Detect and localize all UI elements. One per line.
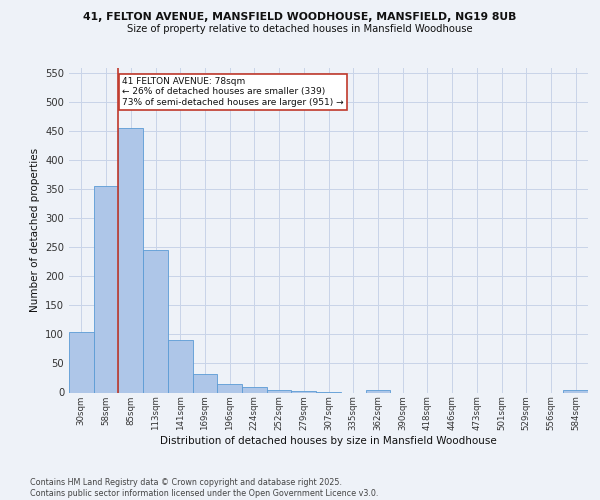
Bar [217,384,242,392]
Bar [193,374,217,392]
Text: Contains HM Land Registry data © Crown copyright and database right 2025.
Contai: Contains HM Land Registry data © Crown c… [30,478,379,498]
Bar [69,332,94,392]
X-axis label: Distribution of detached houses by size in Mansfield Woodhouse: Distribution of detached houses by size … [160,436,497,446]
Text: 41 FELTON AVENUE: 78sqm
← 26% of detached houses are smaller (339)
73% of semi-d: 41 FELTON AVENUE: 78sqm ← 26% of detache… [122,77,344,107]
Bar [267,390,292,392]
Text: 41, FELTON AVENUE, MANSFIELD WOODHOUSE, MANSFIELD, NG19 8UB: 41, FELTON AVENUE, MANSFIELD WOODHOUSE, … [83,12,517,22]
Bar [94,186,118,392]
Bar [143,250,168,392]
Bar [118,128,143,392]
Bar [365,390,390,392]
Bar [168,340,193,392]
Bar [563,390,588,392]
Y-axis label: Number of detached properties: Number of detached properties [29,148,40,312]
Text: Size of property relative to detached houses in Mansfield Woodhouse: Size of property relative to detached ho… [127,24,473,34]
Bar [242,388,267,392]
